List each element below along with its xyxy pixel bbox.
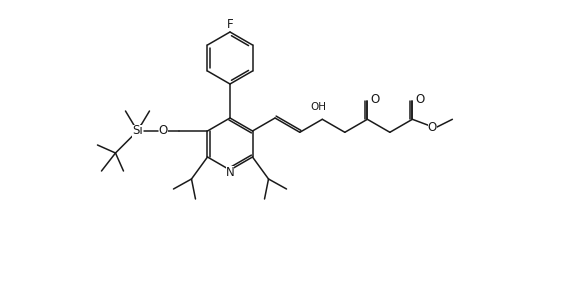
Text: OH: OH bbox=[310, 102, 327, 112]
Text: O: O bbox=[428, 121, 437, 134]
Text: O: O bbox=[159, 124, 168, 138]
Text: O: O bbox=[371, 93, 380, 106]
Text: O: O bbox=[416, 93, 425, 106]
Text: F: F bbox=[226, 18, 233, 30]
Text: Si: Si bbox=[132, 124, 143, 138]
Text: N: N bbox=[225, 166, 234, 178]
